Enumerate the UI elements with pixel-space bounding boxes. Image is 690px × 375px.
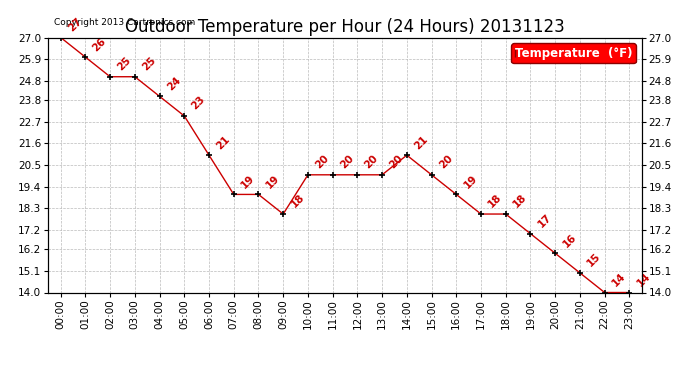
Text: 21: 21 <box>413 134 430 151</box>
Text: 20: 20 <box>363 153 380 171</box>
Text: 14: 14 <box>635 271 652 288</box>
Text: 20: 20 <box>437 153 455 171</box>
Legend: Temperature  (°F): Temperature (°F) <box>511 44 635 63</box>
Text: 16: 16 <box>561 232 578 249</box>
Text: 17: 17 <box>536 212 553 230</box>
Text: 21: 21 <box>215 134 232 151</box>
Text: Copyright 2013 Cartronics.com: Copyright 2013 Cartronics.com <box>55 18 195 27</box>
Text: 15: 15 <box>585 251 603 269</box>
Text: 25: 25 <box>140 55 158 73</box>
Text: 20: 20 <box>388 153 405 171</box>
Text: 26: 26 <box>91 36 108 53</box>
Text: 25: 25 <box>116 55 133 73</box>
Text: 20: 20 <box>338 153 355 171</box>
Text: 14: 14 <box>610 271 628 288</box>
Text: 18: 18 <box>486 192 504 210</box>
Text: 18: 18 <box>288 192 306 210</box>
Text: 24: 24 <box>165 75 183 92</box>
Text: 19: 19 <box>239 173 257 190</box>
Title: Outdoor Temperature per Hour (24 Hours) 20131123: Outdoor Temperature per Hour (24 Hours) … <box>125 18 565 36</box>
Text: 19: 19 <box>264 173 282 190</box>
Text: 23: 23 <box>190 94 207 112</box>
Text: 20: 20 <box>313 153 331 171</box>
Text: 27: 27 <box>66 16 83 33</box>
Text: 18: 18 <box>511 192 529 210</box>
Text: 19: 19 <box>462 173 479 190</box>
